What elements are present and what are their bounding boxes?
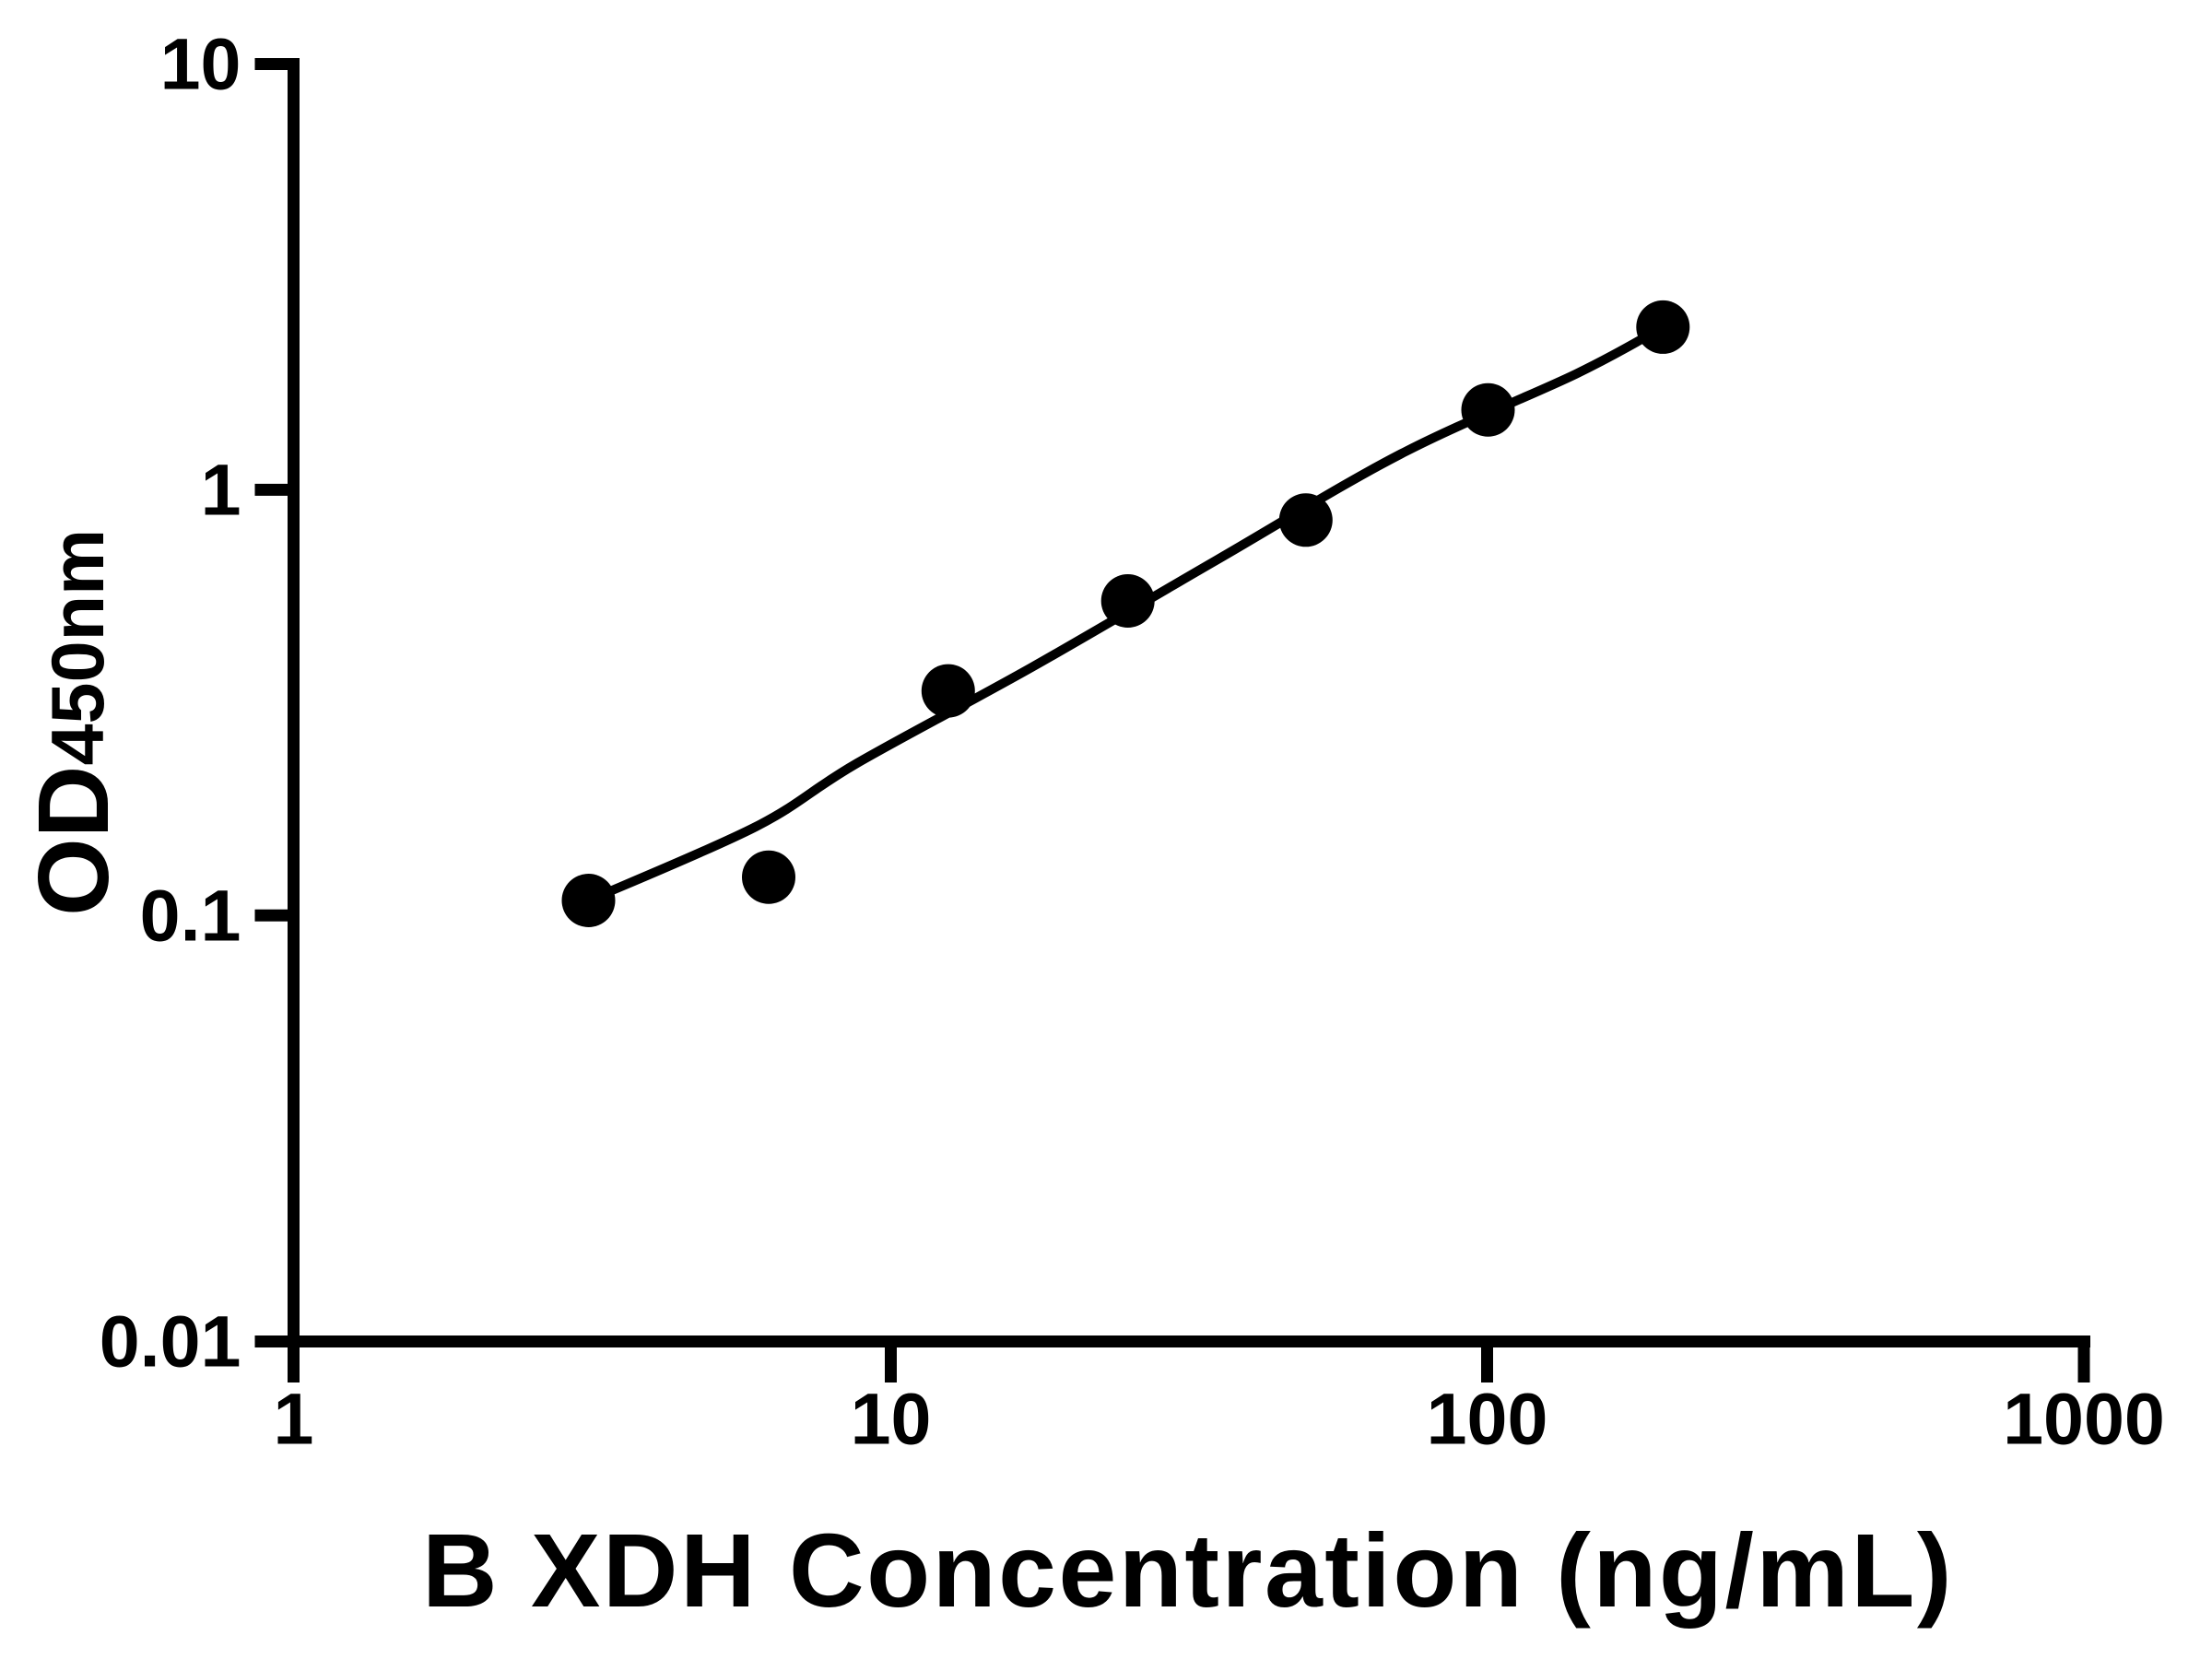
svg-text:B XDH Concentration (ng/mL): B XDH Concentration (ng/mL) (422, 1512, 1954, 1629)
svg-text:0.1: 0.1 (140, 874, 241, 956)
svg-text:0.01: 0.01 (100, 1300, 241, 1382)
svg-text:1: 1 (201, 449, 241, 531)
svg-text:10: 10 (160, 23, 241, 105)
svg-text:OD450nm: OD450nm (18, 529, 130, 916)
svg-text:1: 1 (274, 1378, 314, 1460)
svg-text:10: 10 (851, 1378, 932, 1460)
svg-text:100: 100 (1427, 1378, 1548, 1460)
svg-text:1000: 1000 (2003, 1378, 2165, 1460)
